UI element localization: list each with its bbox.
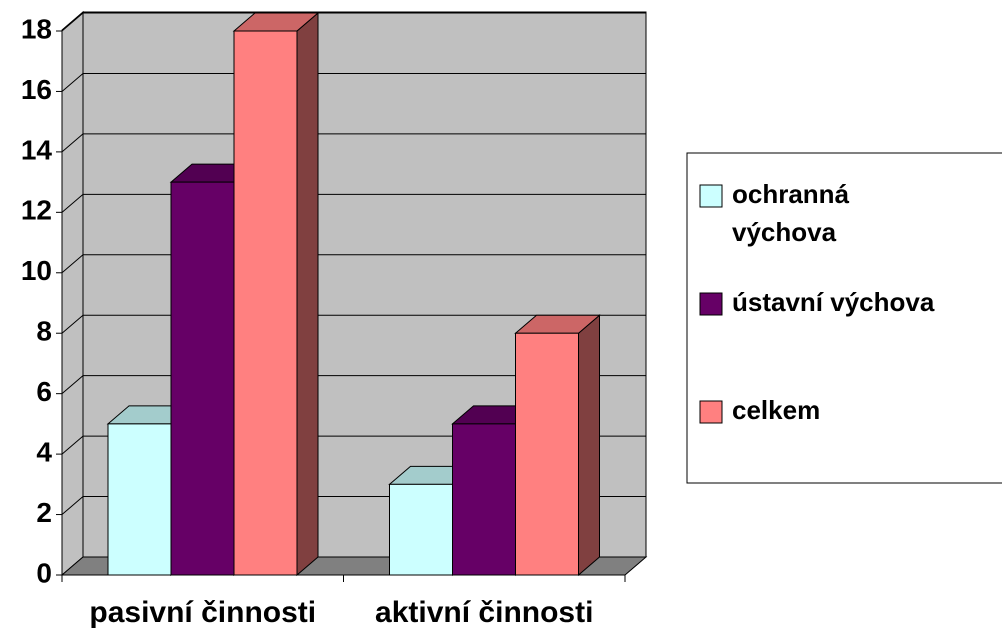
legend-swatch	[699, 184, 723, 208]
side-wall	[61, 10, 84, 577]
grid-line	[61, 496, 84, 515]
grid-line	[61, 73, 84, 92]
y-tick-label: 2	[36, 497, 52, 528]
bar	[389, 483, 453, 576]
legend-label: ústavní výchova	[732, 287, 935, 317]
bar	[515, 332, 579, 576]
x-tick-label: pasivní činnosti	[89, 596, 316, 629]
bar-side	[578, 314, 600, 577]
grid-line	[61, 375, 84, 395]
legend-swatch	[699, 400, 723, 424]
y-tick-label: 0	[36, 557, 52, 588]
bar	[452, 423, 516, 576]
grid-line	[61, 435, 84, 455]
y-tick-label: 14	[21, 134, 53, 165]
legend-label-line: výchova	[732, 217, 837, 247]
grid-line	[61, 133, 84, 153]
legend-label: ochranná výchova	[732, 179, 856, 247]
y-tick-label: 4	[36, 437, 52, 468]
y-tick-label: 8	[36, 316, 52, 347]
y-tick-label: 12	[21, 195, 52, 226]
grid-line	[61, 193, 84, 213]
grid-line	[61, 12, 84, 32]
x-tick-label: aktivní činnosti	[375, 596, 593, 629]
legend-label-line: ochranná	[732, 179, 856, 209]
y-tick-label: 6	[36, 376, 52, 407]
legend-label: celkem	[732, 395, 820, 425]
bar	[170, 181, 235, 576]
bar-side	[296, 11, 319, 577]
y-tick-label: 10	[21, 255, 52, 286]
legend-swatch	[699, 292, 723, 316]
bar	[233, 30, 298, 576]
grid-line	[61, 254, 84, 274]
bar	[107, 423, 172, 576]
y-tick-label: 16	[21, 74, 52, 105]
y-tick-label: 18	[21, 13, 52, 44]
legend-box	[686, 152, 1002, 484]
grid-line	[61, 314, 84, 334]
